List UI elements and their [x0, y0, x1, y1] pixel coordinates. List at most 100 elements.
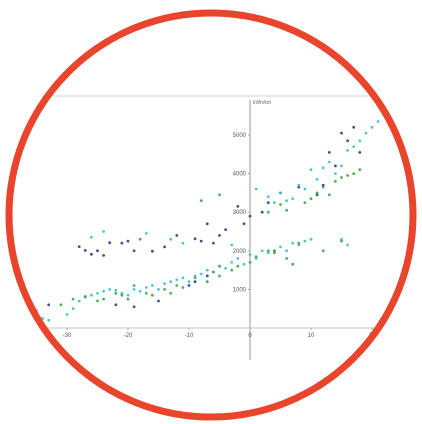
data-point — [291, 241, 295, 245]
data-point — [230, 261, 234, 264]
data-point — [248, 261, 252, 264]
data-point — [59, 303, 63, 307]
data-point — [297, 183, 301, 187]
data-point — [175, 278, 179, 282]
data-point — [291, 262, 295, 266]
y-tick-label: 1000 — [233, 287, 247, 293]
data-point — [309, 168, 313, 172]
data-point — [346, 243, 349, 247]
data-point — [260, 249, 264, 253]
data-point — [309, 197, 313, 201]
data-point — [346, 149, 349, 152]
data-point — [340, 176, 343, 179]
data-point — [144, 232, 148, 235]
data-point — [77, 299, 81, 303]
data-point — [315, 191, 319, 195]
data-point — [96, 291, 99, 295]
data-point — [169, 291, 173, 295]
data-point — [236, 205, 240, 208]
data-point — [266, 249, 270, 253]
data-point — [321, 249, 325, 253]
data-point — [193, 280, 197, 284]
data-point — [205, 280, 209, 284]
data-point — [132, 305, 136, 309]
x-tick-label: -20 — [124, 333, 133, 339]
data-point — [71, 297, 75, 301]
data-point — [327, 193, 331, 197]
data-point — [83, 295, 87, 299]
data-point — [90, 235, 93, 239]
data-point — [163, 288, 167, 291]
data-point — [346, 174, 349, 177]
x-tick-label: -10 — [185, 333, 194, 339]
data-point — [224, 266, 228, 270]
data-point — [266, 210, 270, 214]
frame-circle — [5, 9, 417, 421]
data-point — [126, 293, 130, 297]
data-point — [218, 234, 221, 237]
data-point — [163, 282, 167, 285]
data-point — [230, 268, 234, 272]
data-point — [303, 201, 307, 205]
data-point — [340, 239, 343, 243]
data-point — [266, 201, 270, 205]
data-point — [327, 160, 331, 164]
data-point — [212, 270, 215, 274]
data-point — [108, 288, 112, 291]
data-point — [47, 318, 51, 322]
data-point — [102, 254, 105, 257]
y-tick-label: 5000 — [233, 133, 247, 139]
data-point — [248, 253, 252, 257]
data-point — [102, 297, 105, 301]
data-point — [181, 241, 185, 245]
data-point — [29, 324, 32, 328]
data-point — [218, 193, 221, 197]
data-point — [297, 241, 301, 245]
data-point — [303, 239, 307, 243]
data-point — [273, 251, 276, 255]
data-point — [132, 284, 136, 287]
data-point — [138, 289, 142, 293]
data-point — [157, 288, 160, 291]
data-point — [279, 191, 282, 195]
data-point — [181, 286, 185, 289]
data-point — [334, 164, 337, 168]
data-point — [352, 172, 356, 176]
data-point — [47, 303, 51, 307]
data-point — [90, 293, 93, 297]
data-point — [212, 241, 215, 245]
data-point — [205, 268, 209, 272]
data-point — [285, 257, 288, 260]
y-tick-label: 4000 — [233, 172, 247, 178]
data-point — [151, 284, 154, 287]
data-point — [83, 249, 87, 252]
data-point — [273, 201, 276, 205]
data-point — [132, 288, 136, 291]
data-point — [279, 245, 282, 249]
data-point — [163, 245, 167, 249]
data-point — [315, 178, 319, 181]
data-point — [358, 139, 362, 143]
data-point — [352, 145, 356, 149]
data-point — [144, 291, 148, 295]
data-point — [291, 197, 295, 201]
data-point — [65, 313, 69, 316]
y-tick-label: 2000 — [233, 249, 247, 255]
y-axis-ticks: 1000 2000 3000 4000 5000 — [233, 133, 250, 293]
data-point — [279, 203, 282, 206]
data-point — [303, 187, 307, 191]
x-tick-label: -30 — [63, 333, 72, 339]
data-point — [242, 262, 246, 266]
data-point — [254, 187, 258, 191]
data-point — [236, 257, 240, 260]
y-axis-title: kWh/km — [253, 100, 271, 106]
data-point — [242, 222, 246, 226]
data-point — [254, 255, 258, 258]
data-point — [90, 252, 93, 256]
x-tick-label: 10 — [308, 333, 315, 339]
data-point — [96, 249, 99, 253]
data-point — [321, 166, 325, 170]
data-point — [334, 179, 337, 183]
data-point — [187, 280, 191, 284]
